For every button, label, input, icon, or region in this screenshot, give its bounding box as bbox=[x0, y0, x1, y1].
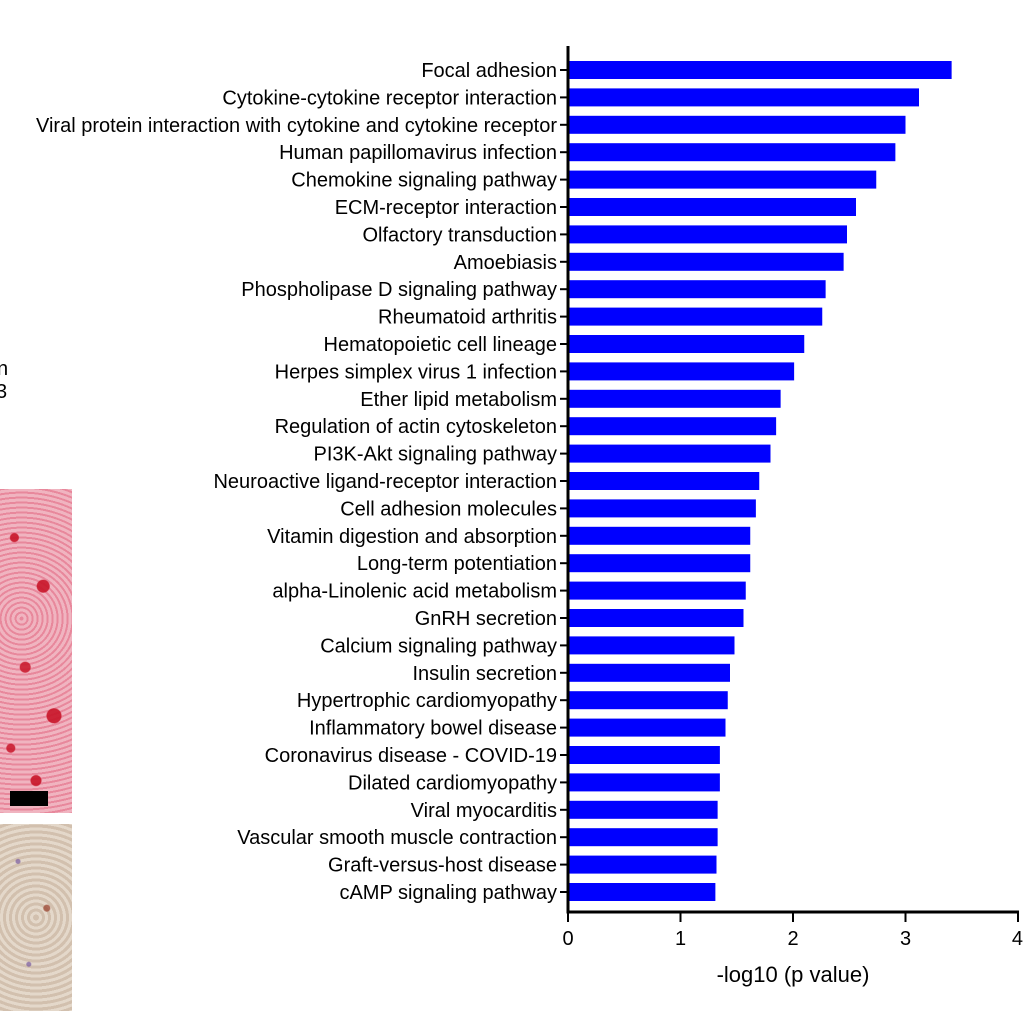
bar-1 bbox=[568, 88, 919, 107]
bar-12 bbox=[568, 389, 781, 408]
category-label-0: Focal adhesion bbox=[421, 60, 557, 82]
bar-15 bbox=[568, 472, 760, 490]
category-label-20: GnRH secretion bbox=[415, 608, 557, 630]
category-label-1: Cytokine-cytokine receptor interaction bbox=[222, 87, 557, 109]
x-tick-label-0: 0 bbox=[562, 928, 573, 950]
bar-3 bbox=[568, 143, 896, 162]
bar-8 bbox=[568, 280, 826, 299]
bar-7 bbox=[568, 252, 844, 271]
category-label-28: Vascular smooth muscle contraction bbox=[237, 827, 557, 849]
bar-18 bbox=[568, 554, 751, 573]
category-label-25: Coronavirus disease - COVID-19 bbox=[265, 745, 557, 767]
category-label-18: Long-term potentiation bbox=[357, 553, 557, 575]
bar-9 bbox=[568, 307, 823, 326]
category-label-7: Amoebiasis bbox=[454, 252, 557, 274]
category-label-11: Herpes simplex virus 1 infection bbox=[275, 361, 557, 383]
bar-23 bbox=[568, 691, 728, 710]
bar-25 bbox=[568, 746, 720, 764]
category-label-23: Hypertrophic cardiomyopathy bbox=[297, 690, 557, 712]
bar-22 bbox=[568, 663, 730, 682]
bar-21 bbox=[568, 636, 735, 655]
bar-4 bbox=[568, 170, 877, 189]
bar-28 bbox=[568, 828, 718, 847]
category-label-15: Neuroactive ligand-receptor interaction bbox=[213, 471, 557, 493]
bar-2 bbox=[568, 115, 906, 134]
category-label-21: Calcium signaling pathway bbox=[320, 635, 557, 657]
bars-group bbox=[568, 61, 952, 901]
bar-29 bbox=[568, 855, 717, 874]
category-label-29: Graft-versus-host disease bbox=[328, 855, 557, 877]
bar-24 bbox=[568, 718, 726, 737]
bar-19 bbox=[568, 581, 746, 600]
bar-6 bbox=[568, 225, 847, 244]
category-label-17: Vitamin digestion and absorption bbox=[267, 526, 557, 548]
category-label-30: cAMP signaling pathway bbox=[339, 882, 557, 904]
bar-27 bbox=[568, 800, 718, 819]
bar-26 bbox=[568, 773, 720, 792]
category-label-9: Rheumatoid arthritis bbox=[378, 307, 557, 329]
bar-16 bbox=[568, 499, 756, 518]
x-tick-label-2: 2 bbox=[787, 928, 798, 950]
x-tick-label-1: 1 bbox=[675, 928, 686, 950]
bar-17 bbox=[568, 526, 751, 545]
bar-13 bbox=[568, 417, 777, 436]
category-label-4: Chemokine signaling pathway bbox=[291, 170, 557, 192]
category-label-8: Phospholipase D signaling pathway bbox=[241, 279, 557, 301]
x-tick-label-4: 4 bbox=[1012, 928, 1023, 950]
bar-14 bbox=[568, 444, 771, 463]
bar-11 bbox=[568, 362, 795, 381]
category-labels-group: Focal adhesion Cytokine-cytokine receptor… bbox=[36, 60, 568, 904]
bar-10 bbox=[568, 335, 805, 353]
category-label-24: Inflammatory bowel disease bbox=[309, 718, 557, 740]
x-axis: 0 1 2 3 4 bbox=[562, 910, 1023, 950]
category-label-26: Dilated cardiomyopathy bbox=[348, 772, 557, 794]
bar-30 bbox=[568, 883, 716, 901]
category-label-14: PI3K-Akt signaling pathway bbox=[314, 444, 557, 466]
category-label-27: Viral myocarditis bbox=[411, 800, 557, 822]
category-label-16: Cell adhesion molecules bbox=[340, 498, 557, 520]
bar-0 bbox=[568, 61, 952, 79]
category-label-19: alpha-Linolenic acid metabolism bbox=[272, 581, 557, 603]
category-label-22: Insulin secretion bbox=[412, 663, 557, 685]
category-label-3: Human papillomavirus infection bbox=[279, 142, 557, 164]
side-text-fragment-1: n bbox=[0, 358, 9, 380]
category-label-5: ECM-receptor interaction bbox=[335, 197, 557, 219]
histology-image-tan-stain bbox=[0, 824, 72, 1011]
category-label-2: Viral protein interaction with cytokine … bbox=[36, 115, 557, 137]
bar-20 bbox=[568, 609, 744, 627]
side-text-fragment-2: 3 bbox=[0, 381, 8, 403]
x-axis-label: -log10 (p value) bbox=[717, 962, 870, 987]
histology-image-red-stain bbox=[0, 489, 72, 813]
category-label-12: Ether lipid metabolism bbox=[360, 389, 557, 411]
category-label-10: Hematopoietic cell lineage bbox=[324, 334, 557, 356]
category-label-13: Regulation of actin cytoskeleton bbox=[275, 416, 557, 438]
bar-5 bbox=[568, 198, 856, 216]
x-tick-label-3: 3 bbox=[900, 928, 911, 950]
category-label-6: Olfactory transduction bbox=[362, 224, 557, 246]
scale-bar bbox=[10, 791, 48, 806]
